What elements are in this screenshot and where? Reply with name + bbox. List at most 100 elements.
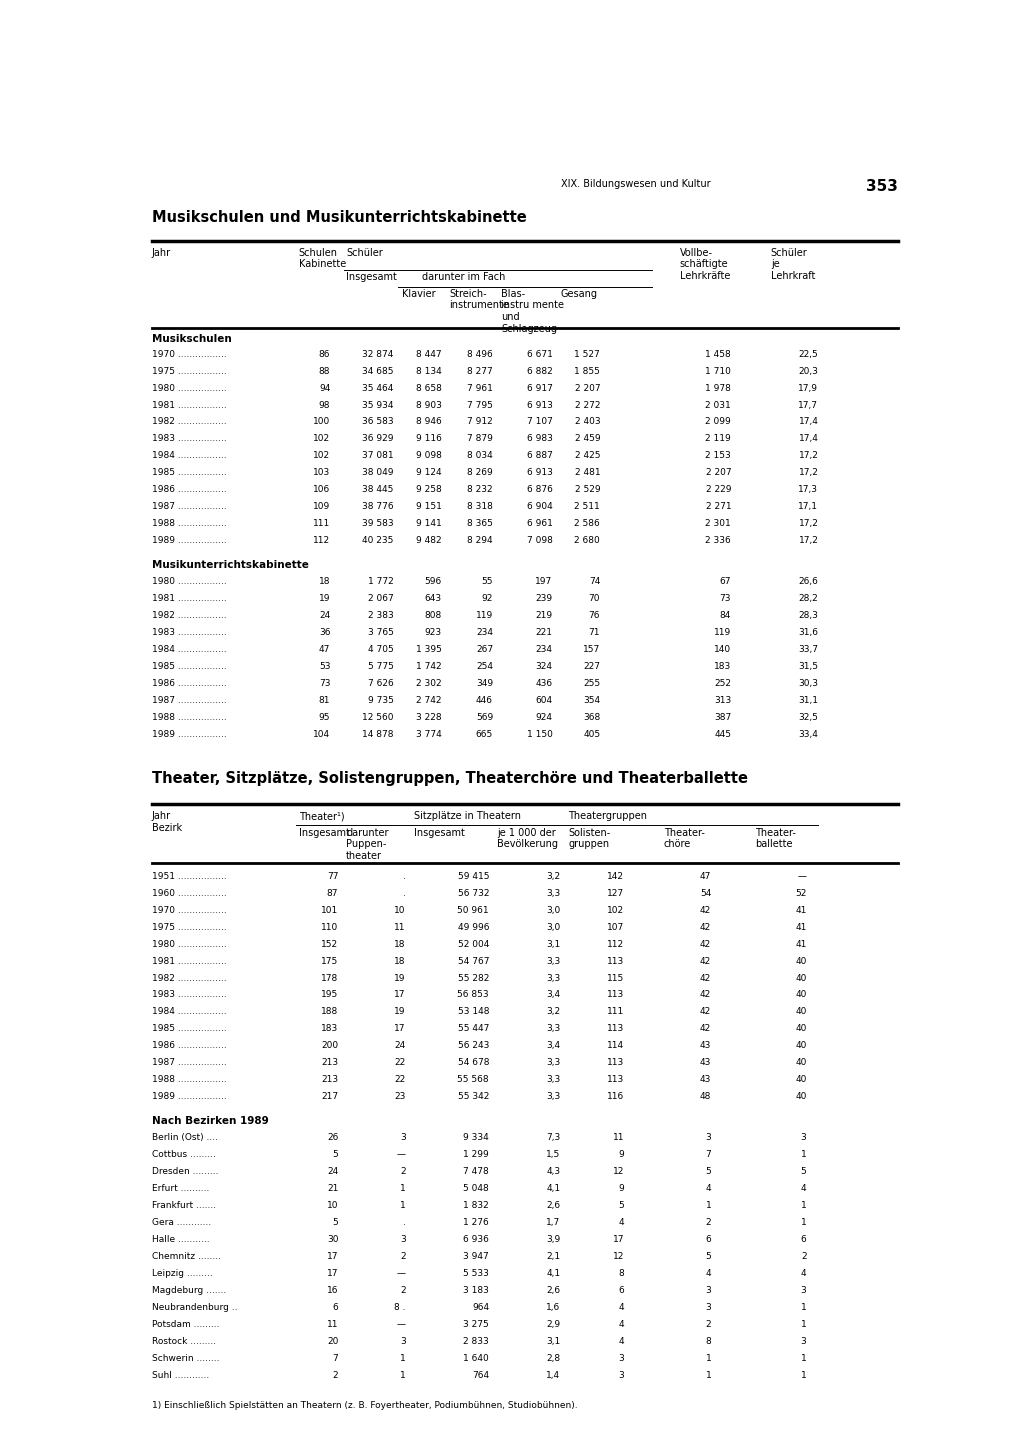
Text: 8 269: 8 269 <box>467 469 494 477</box>
Text: 22: 22 <box>394 1058 406 1067</box>
Text: 3,2: 3,2 <box>547 1008 560 1017</box>
Text: Schwerin ........: Schwerin ........ <box>152 1353 225 1363</box>
Text: 8 365: 8 365 <box>467 519 494 528</box>
Text: 3,0: 3,0 <box>546 923 560 932</box>
Text: Cottbus .........: Cottbus ......... <box>152 1150 221 1159</box>
Text: 1: 1 <box>801 1353 807 1363</box>
Text: 234: 234 <box>476 628 494 637</box>
Text: Insgesamt: Insgesamt <box>299 828 349 837</box>
Text: Streich-
instrumente: Streich- instrumente <box>450 289 509 311</box>
Text: 1 742: 1 742 <box>416 661 441 672</box>
Text: 9 124: 9 124 <box>416 469 441 477</box>
Text: 2: 2 <box>400 1286 406 1294</box>
Text: 38 445: 38 445 <box>362 485 394 495</box>
Text: Klavier: Klavier <box>401 289 435 299</box>
Text: 764: 764 <box>472 1370 489 1379</box>
Text: 4: 4 <box>618 1320 624 1329</box>
Text: 2,6: 2,6 <box>547 1201 560 1211</box>
Text: 36 929: 36 929 <box>362 434 394 443</box>
Text: 140: 140 <box>714 646 731 654</box>
Text: 3,3: 3,3 <box>546 974 560 982</box>
Text: 23: 23 <box>394 1091 406 1102</box>
Text: 1982 .................: 1982 ................. <box>152 974 226 982</box>
Text: 39 583: 39 583 <box>362 519 394 528</box>
Text: 42: 42 <box>700 939 712 949</box>
Text: 2 742: 2 742 <box>416 696 441 705</box>
Text: 3: 3 <box>618 1370 624 1379</box>
Text: 55: 55 <box>481 578 494 587</box>
Text: 1,7: 1,7 <box>546 1218 560 1227</box>
Text: 20,3: 20,3 <box>799 367 818 375</box>
Text: 3,9: 3,9 <box>546 1235 560 1244</box>
Text: 54 767: 54 767 <box>458 956 489 965</box>
Text: 88: 88 <box>318 367 331 375</box>
Text: 8 658: 8 658 <box>416 384 441 393</box>
Text: 1: 1 <box>706 1353 712 1363</box>
Text: 59 415: 59 415 <box>458 871 489 881</box>
Text: 2 301: 2 301 <box>706 519 731 528</box>
Text: 102: 102 <box>313 434 331 443</box>
Text: Leipzig .........: Leipzig ......... <box>152 1268 218 1278</box>
Text: 119: 119 <box>714 628 731 637</box>
Text: 2 511: 2 511 <box>574 502 600 510</box>
Text: 55 568: 55 568 <box>458 1076 489 1084</box>
Text: Erfurt ..........: Erfurt .......... <box>152 1185 215 1194</box>
Text: 267: 267 <box>476 646 494 654</box>
Text: 6 876: 6 876 <box>526 485 553 495</box>
Text: Chemnitz ........: Chemnitz ........ <box>152 1252 226 1261</box>
Text: 4: 4 <box>706 1185 712 1194</box>
Text: Sitzplätze in Theatern: Sitzplätze in Theatern <box>414 811 520 821</box>
Text: 56 853: 56 853 <box>458 991 489 999</box>
Text: 2 153: 2 153 <box>706 452 731 460</box>
Text: 4 705: 4 705 <box>368 646 394 654</box>
Text: 40: 40 <box>796 1058 807 1067</box>
Text: 7 107: 7 107 <box>526 417 553 427</box>
Text: 2,6: 2,6 <box>547 1286 560 1294</box>
Text: 4: 4 <box>801 1268 807 1278</box>
Text: 33,4: 33,4 <box>799 731 818 739</box>
Text: Musikschulen und Musikunterrichtskabinette: Musikschulen und Musikunterrichtskabinet… <box>152 210 526 226</box>
Text: 8 496: 8 496 <box>467 349 494 358</box>
Text: 9 735: 9 735 <box>368 696 394 705</box>
Text: 35 934: 35 934 <box>362 401 394 410</box>
Text: 1982 .................: 1982 ................. <box>152 417 226 427</box>
Text: 353: 353 <box>866 180 898 194</box>
Text: 1970 .................: 1970 ................. <box>152 349 226 358</box>
Text: 20: 20 <box>327 1337 338 1346</box>
Text: 1: 1 <box>400 1370 406 1379</box>
Text: 7,3: 7,3 <box>546 1133 560 1142</box>
Text: 2 680: 2 680 <box>574 536 600 545</box>
Text: 3,2: 3,2 <box>547 871 560 881</box>
Text: 38 776: 38 776 <box>362 502 394 510</box>
Text: 43: 43 <box>700 1076 712 1084</box>
Text: 665: 665 <box>476 731 494 739</box>
Text: 5 775: 5 775 <box>368 661 394 672</box>
Text: 3: 3 <box>801 1337 807 1346</box>
Text: 17: 17 <box>612 1235 624 1244</box>
Text: 73: 73 <box>318 679 331 687</box>
Text: 112: 112 <box>313 536 331 545</box>
Text: 5: 5 <box>333 1218 338 1227</box>
Text: 113: 113 <box>607 1024 624 1034</box>
Text: 3 765: 3 765 <box>368 628 394 637</box>
Text: 3,3: 3,3 <box>546 956 560 965</box>
Text: 5: 5 <box>618 1201 624 1211</box>
Text: Theater¹): Theater¹) <box>299 811 344 821</box>
Text: 1989 .................: 1989 ................. <box>152 731 226 739</box>
Text: 142: 142 <box>607 871 624 881</box>
Text: 2,1: 2,1 <box>547 1252 560 1261</box>
Text: 42: 42 <box>700 991 712 999</box>
Text: 2 271: 2 271 <box>706 502 731 510</box>
Text: Magdeburg .......: Magdeburg ....... <box>152 1286 231 1294</box>
Text: 1 832: 1 832 <box>463 1201 489 1211</box>
Text: 18: 18 <box>394 956 406 965</box>
Text: 5: 5 <box>333 1150 338 1159</box>
Text: 3: 3 <box>706 1286 712 1294</box>
Text: 6 904: 6 904 <box>526 502 553 510</box>
Text: 113: 113 <box>607 1058 624 1067</box>
Text: 48: 48 <box>700 1091 712 1102</box>
Text: 1986 .................: 1986 ................. <box>152 1041 226 1050</box>
Text: 19: 19 <box>394 974 406 982</box>
Text: 35 464: 35 464 <box>362 384 394 393</box>
Text: Musikunterrichtskabinette: Musikunterrichtskabinette <box>152 559 308 569</box>
